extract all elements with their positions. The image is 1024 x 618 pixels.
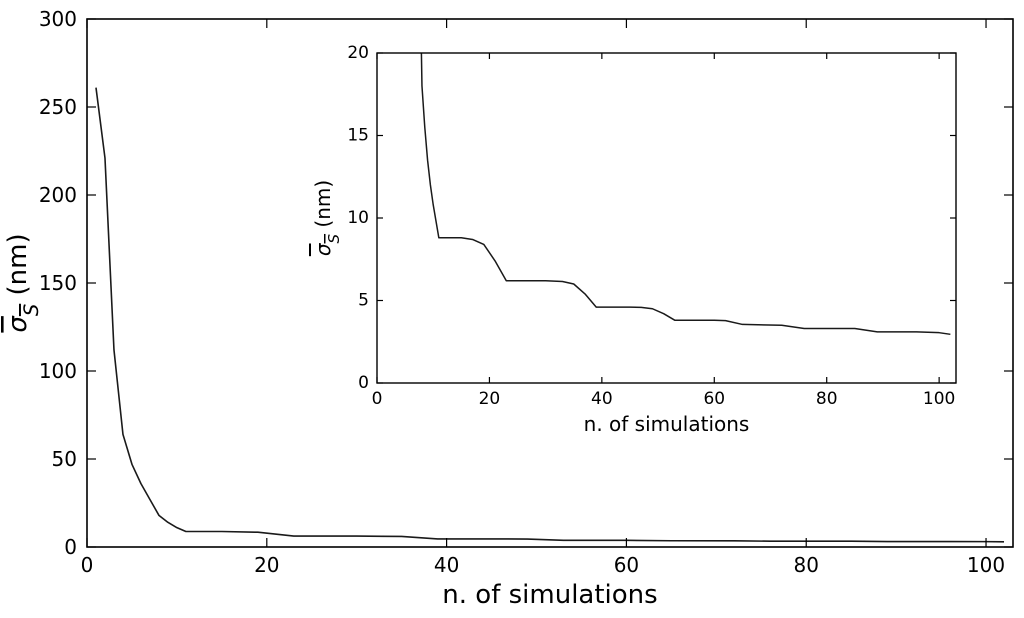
inset-y-label-sub: S xyxy=(325,233,343,243)
main-y-tick-label: 200 xyxy=(39,183,77,207)
inset-series-line xyxy=(420,53,951,336)
main-y-label-sigma: σ xyxy=(3,315,33,333)
inset-x-axis-label: n. of simulations xyxy=(584,412,750,436)
main-y-axis-label: σS (nm) xyxy=(3,233,43,332)
main-y-label-sub: S xyxy=(20,304,43,316)
inset-y-tick-label: 5 xyxy=(358,291,369,311)
inset-y-tick-label: 15 xyxy=(347,126,369,146)
inset-x-tick-label: 100 xyxy=(923,389,955,409)
main-y-tick-label: 150 xyxy=(39,271,77,295)
main-y-tick-label: 250 xyxy=(39,95,77,119)
inset-x-tick-label: 80 xyxy=(816,389,838,409)
main-x-tick-label: 60 xyxy=(614,553,639,577)
main-x-tick-label: 40 xyxy=(434,553,459,577)
inset-y-tick-label: 20 xyxy=(347,43,369,63)
inset-y-tick-label: 0 xyxy=(358,373,369,393)
inset-x-tick-label: 60 xyxy=(703,389,725,409)
main-x-tick-label: 20 xyxy=(254,553,279,577)
inset-x-tick-label: 40 xyxy=(591,389,613,409)
main-y-tick-label: 100 xyxy=(39,359,77,383)
main-y-tick-label: 300 xyxy=(39,7,77,31)
inset-axes-frame xyxy=(376,52,957,384)
inset-plot-area xyxy=(377,53,956,383)
inset-y-axis-label: σS (nm) xyxy=(311,180,343,256)
main-x-tick-label: 100 xyxy=(967,553,1005,577)
main-x-tick-label: 0 xyxy=(81,553,94,577)
inset-y-tick-label: 10 xyxy=(347,208,369,228)
main-y-tick-label: 50 xyxy=(52,447,77,471)
main-axes-frame xyxy=(86,18,1014,548)
inset-y-label-sigma: σ xyxy=(311,242,335,256)
main-x-axis-label: n. of simulations xyxy=(442,580,657,610)
inset-y-label-unit: (nm) xyxy=(311,180,335,234)
inset-x-tick-label: 0 xyxy=(372,389,383,409)
main-y-tick-label: 0 xyxy=(64,535,77,559)
inset-chart: 0 20 40 60 80 100 0 5 10 15 20 n. of simulations σS … xyxy=(311,43,957,436)
main-x-tick-label: 80 xyxy=(793,553,818,577)
main-series-line xyxy=(95,87,1005,543)
inset-x-tick-label: 20 xyxy=(479,389,501,409)
main-y-label-unit: (nm) xyxy=(3,233,33,303)
